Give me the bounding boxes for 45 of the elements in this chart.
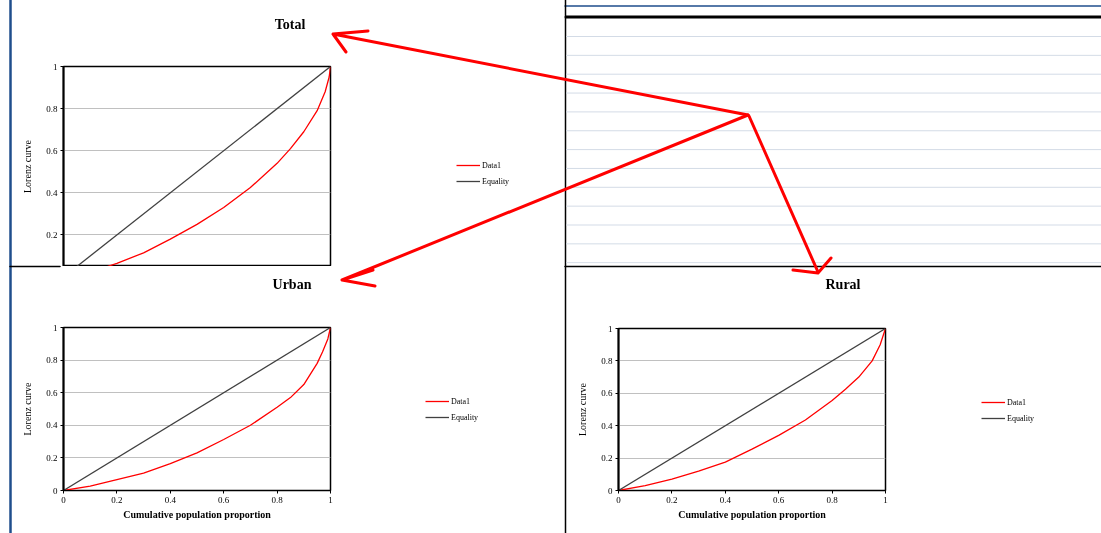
legend-label: Equality	[1007, 413, 1035, 423]
y-tick-label: 0.2	[601, 453, 613, 464]
y-tick-label: 0	[608, 485, 613, 496]
legend-label: Equality	[482, 176, 510, 186]
chart-title: Rural	[825, 277, 861, 293]
y-tick-label: 0.4	[601, 420, 613, 431]
y-tick-label: 0.6	[46, 145, 58, 156]
y-tick-label: 0.2	[46, 229, 58, 240]
x-tick-label: 1	[883, 494, 888, 505]
x-axis-title: Cumulative population proportion	[678, 508, 827, 520]
x-axis-title: Cumulative population proportion	[123, 508, 272, 520]
x-tick-label: 0.4	[164, 494, 177, 505]
x-tick-label: 1	[328, 494, 333, 505]
legend-label: Data1	[1007, 397, 1027, 407]
legend-label: Equality	[451, 412, 479, 422]
x-tick-label: 0.2	[111, 494, 123, 505]
legend-label: Data1	[451, 396, 471, 406]
x-tick-label: 0	[61, 494, 67, 505]
y-axis-title: Lorenz curve	[22, 139, 34, 194]
chart-title: Total	[274, 17, 306, 33]
legend-label: Data1	[482, 160, 502, 170]
y-tick-label: 0.8	[46, 103, 58, 114]
x-tick-label: 0	[616, 494, 622, 505]
line-series	[63, 327, 331, 491]
y-tick-label: 0.4	[46, 420, 58, 431]
y-tick-label: 0	[53, 485, 58, 496]
y-tick-label: 0.2	[46, 452, 58, 463]
y-tick-label: 1	[53, 61, 58, 72]
y-tick-label: 0.8	[601, 355, 613, 366]
y-tick-label: 1	[608, 323, 613, 334]
x-tick-label: 0.8	[271, 494, 284, 505]
x-tick-label: 0.6	[218, 494, 230, 505]
chart-title: Urban	[272, 277, 312, 293]
line-series	[618, 328, 886, 491]
x-tick-label: 0.8	[826, 494, 839, 505]
y-tick-label: 0.8	[46, 355, 58, 366]
y-axis-title: Lorenz curve	[22, 381, 34, 436]
y-tick-label: 0.4	[46, 187, 58, 198]
x-tick-label: 0.2	[666, 494, 678, 505]
y-tick-label: 1	[53, 322, 58, 333]
y-tick-label: 0.6	[601, 388, 613, 399]
x-tick-label: 0.6	[773, 494, 785, 505]
y-axis-title: Lorenz curve	[577, 382, 589, 437]
x-tick-label: 0.4	[719, 494, 732, 505]
y-tick-label: 0.6	[46, 387, 58, 398]
